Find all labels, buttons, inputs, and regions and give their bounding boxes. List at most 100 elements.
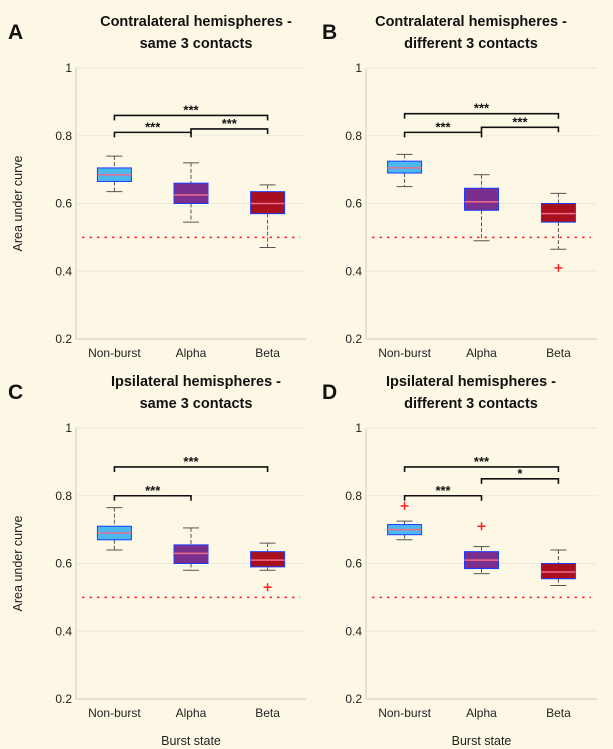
significance-bar: *** bbox=[113, 102, 269, 121]
sig-label: * bbox=[517, 466, 523, 481]
box-iqr bbox=[173, 182, 209, 205]
y-tick-label: 0.6 bbox=[55, 197, 72, 211]
significance-bar: *** bbox=[480, 114, 560, 133]
x-tick-label: Non-burst bbox=[88, 706, 141, 720]
x-axis-label: Burst state bbox=[452, 734, 512, 748]
y-axis-label: Area under curve bbox=[11, 516, 25, 612]
y-axis-label: Area under curve bbox=[11, 156, 25, 252]
y-tick-label: 0.8 bbox=[345, 489, 362, 503]
panel-b: B Contralateral hemispheres - different 3 … bbox=[322, 14, 597, 360]
sig-bracket bbox=[403, 112, 560, 119]
panel-title-line: different 3 contacts bbox=[404, 396, 538, 412]
y-tick-label: 0.4 bbox=[345, 264, 362, 278]
sig-label: *** bbox=[222, 116, 238, 131]
sig-bracket bbox=[113, 114, 269, 121]
outlier-marker bbox=[400, 501, 409, 510]
significance-bar: *** bbox=[403, 101, 560, 119]
box-alpha bbox=[173, 162, 209, 223]
panel-title-line: Ipsilateral hemispheres - bbox=[386, 374, 556, 390]
y-tick-label: 0.8 bbox=[55, 129, 72, 143]
box-iqr bbox=[250, 191, 286, 215]
panel-title-line: Contralateral hemispheres - bbox=[100, 14, 292, 30]
panel-title-line: different 3 contacts bbox=[404, 36, 538, 52]
significance-bar: *** bbox=[403, 454, 560, 472]
y-tick-label: 0.6 bbox=[55, 557, 72, 571]
y-tick-label: 0.4 bbox=[55, 264, 72, 278]
y-tick-label: 0.8 bbox=[55, 489, 72, 503]
sig-bracket bbox=[113, 131, 192, 138]
panel-title-line: same 3 contacts bbox=[140, 36, 253, 52]
panel-letter: A bbox=[8, 21, 23, 44]
x-tick-label: Beta bbox=[546, 706, 571, 720]
panel-a: A Contralateral hemispheres - same 3 conta… bbox=[8, 14, 306, 360]
y-tick-label: 0.4 bbox=[345, 624, 362, 638]
box-iqr bbox=[540, 563, 576, 580]
sig-bracket bbox=[403, 494, 483, 501]
y-tick-label: 0.2 bbox=[345, 332, 362, 346]
outlier-marker bbox=[263, 583, 272, 592]
box-beta bbox=[540, 192, 576, 272]
outlier-marker bbox=[477, 522, 486, 531]
sig-bracket bbox=[480, 478, 560, 484]
box-iqr bbox=[250, 551, 286, 568]
y-tick-label: 0.2 bbox=[345, 692, 362, 706]
sig-label: *** bbox=[183, 102, 199, 117]
significance-bar: *** bbox=[403, 119, 483, 138]
box-beta bbox=[250, 184, 286, 249]
box-non-burst bbox=[96, 507, 132, 551]
box-alpha bbox=[173, 527, 209, 571]
box-beta bbox=[250, 542, 286, 592]
sig-bracket bbox=[190, 128, 269, 134]
y-tick-label: 0.6 bbox=[345, 557, 362, 571]
sig-label: *** bbox=[435, 483, 451, 498]
x-tick-label: Beta bbox=[546, 346, 571, 360]
box-iqr bbox=[464, 187, 499, 211]
x-tick-label: Beta bbox=[255, 706, 280, 720]
x-tick-label: Non-burst bbox=[88, 346, 141, 360]
x-tick-label: Alpha bbox=[176, 346, 207, 360]
box-non-burst bbox=[96, 155, 132, 193]
box-non-burst bbox=[387, 153, 423, 188]
y-tick-label: 1 bbox=[355, 61, 362, 75]
sig-label: *** bbox=[145, 483, 161, 498]
significance-bar: *** bbox=[113, 454, 269, 472]
panel-title-line: Ipsilateral hemispheres - bbox=[111, 374, 281, 390]
sig-label: *** bbox=[183, 454, 199, 469]
panel-letter: B bbox=[322, 21, 337, 44]
sig-label: *** bbox=[474, 101, 490, 116]
panel-title-line: same 3 contacts bbox=[140, 396, 253, 412]
significance-bar: *** bbox=[190, 116, 269, 134]
sig-bracket bbox=[113, 466, 269, 472]
panel-letter: D bbox=[322, 381, 337, 404]
significance-bar: * bbox=[480, 466, 560, 484]
panel-letter: C bbox=[8, 381, 23, 404]
sig-bracket bbox=[403, 131, 483, 138]
x-tick-label: Alpha bbox=[466, 346, 497, 360]
y-tick-label: 1 bbox=[355, 421, 362, 435]
y-tick-label: 0.2 bbox=[55, 332, 72, 346]
y-tick-label: 0.4 bbox=[55, 624, 72, 638]
box-iqr bbox=[540, 203, 576, 223]
sig-bracket bbox=[113, 494, 192, 501]
x-tick-label: Alpha bbox=[466, 706, 497, 720]
box-iqr bbox=[387, 160, 423, 174]
sig-label: *** bbox=[474, 454, 490, 469]
x-tick-label: Alpha bbox=[176, 706, 207, 720]
significance-bar: *** bbox=[113, 119, 192, 138]
sig-label: *** bbox=[435, 119, 451, 134]
y-tick-label: 0.2 bbox=[55, 692, 72, 706]
sig-label: *** bbox=[145, 119, 161, 134]
x-tick-label: Beta bbox=[255, 346, 280, 360]
y-tick-label: 0.6 bbox=[345, 197, 362, 211]
x-axis-label: Burst state bbox=[161, 734, 221, 748]
significance-bar: *** bbox=[113, 483, 192, 501]
box-alpha bbox=[464, 522, 499, 575]
panel-c: C Ipsilateral hemispheres - same 3 contact… bbox=[8, 374, 306, 748]
box-alpha bbox=[464, 174, 499, 242]
sig-bracket bbox=[480, 126, 560, 133]
x-tick-label: Non-burst bbox=[378, 346, 431, 360]
box-beta bbox=[540, 549, 576, 587]
sig-bracket bbox=[403, 466, 560, 472]
panel-title-line: Contralateral hemispheres - bbox=[375, 14, 567, 30]
